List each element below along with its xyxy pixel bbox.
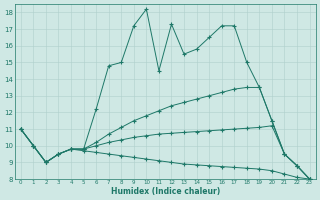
X-axis label: Humidex (Indice chaleur): Humidex (Indice chaleur) — [111, 187, 220, 196]
